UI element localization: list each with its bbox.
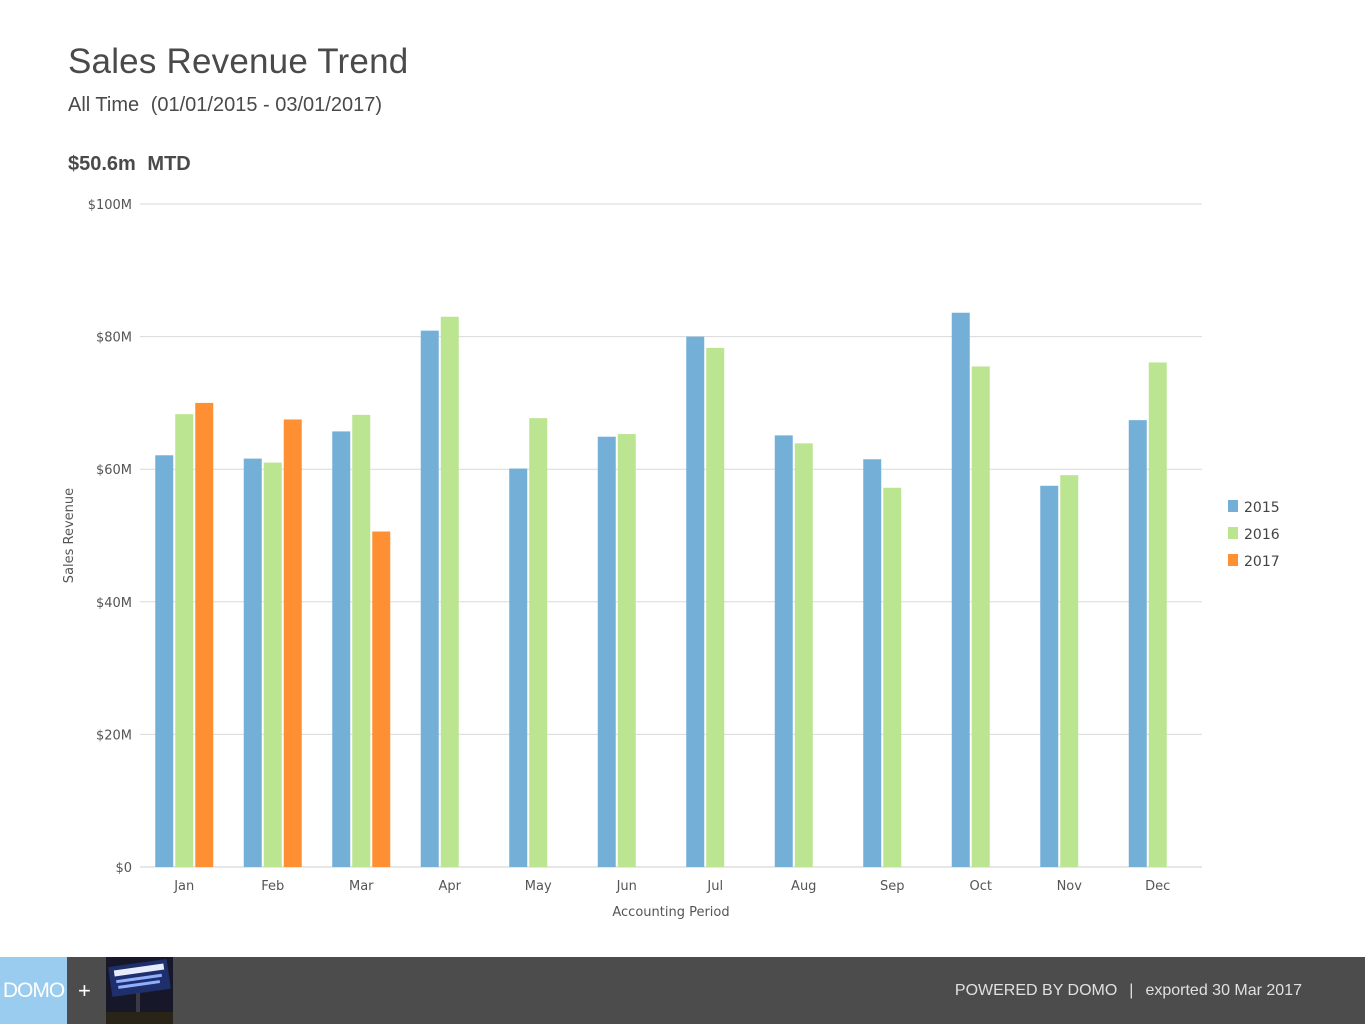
subtitle-period: All Time <box>68 94 140 116</box>
bar-apr-2016[interactable] <box>440 316 459 868</box>
legend-label: 2015 <box>1244 500 1280 516</box>
bar-nov-2016[interactable] <box>1060 475 1079 867</box>
tick-labels: $0 $20M $40M $60M $80M $100M Jan Feb Mar Apr May Ju… <box>88 198 1171 894</box>
summary-value: $50.6m <box>68 153 136 175</box>
bar-jan-2015[interactable] <box>155 455 174 867</box>
x-tick-label: Apr <box>439 879 462 894</box>
y-tick-label: $60M <box>96 463 132 478</box>
x-tick-label: Feb <box>261 879 284 894</box>
legend: 2015 2016 2017 <box>1228 500 1280 570</box>
x-tick-label: Nov <box>1057 879 1083 894</box>
domo-logo: DOMO <box>0 957 67 1024</box>
grid-lines <box>140 203 1202 868</box>
y-tick-label: $100M <box>88 198 132 213</box>
legend-swatch <box>1228 554 1238 566</box>
x-tick-label: Jul <box>706 879 723 894</box>
page-title: Sales Revenue Trend <box>68 42 409 81</box>
bar-jun-2015[interactable] <box>597 436 616 867</box>
page-subtitle: All Time (01/01/2015 - 03/01/2017) <box>68 94 382 117</box>
x-tick-label: Aug <box>791 879 816 894</box>
bar-oct-2015[interactable] <box>951 312 970 867</box>
bar-apr-2015[interactable] <box>420 330 439 867</box>
bar-mar-2015[interactable] <box>332 431 351 867</box>
bar-dec-2015[interactable] <box>1128 420 1147 867</box>
footer-credits: POWERED BY DOMO | exported 30 Mar 2017 <box>955 982 1302 1000</box>
export-date: exported 30 Mar 2017 <box>1145 982 1302 999</box>
legend-item-2017[interactable]: 2017 <box>1228 554 1280 570</box>
legend-item-2015[interactable]: 2015 <box>1228 500 1280 516</box>
bars <box>155 312 1167 868</box>
legend-label: 2016 <box>1244 527 1280 543</box>
company-logo <box>106 957 173 1024</box>
bar-mar-2016[interactable] <box>352 414 371 867</box>
plus-sign: + <box>78 978 91 1003</box>
bar-may-2015[interactable] <box>509 468 528 867</box>
footer-separator: | <box>1129 982 1134 999</box>
legend-swatch <box>1228 500 1238 512</box>
x-tick-label: May <box>525 879 552 894</box>
bar-oct-2016[interactable] <box>971 366 990 867</box>
x-axis-title: Accounting Period <box>612 905 729 920</box>
bar-aug-2015[interactable] <box>774 435 793 867</box>
y-axis-title: Sales Revenue <box>62 488 77 583</box>
summary-number: $50.6m MTD <box>68 153 191 176</box>
x-tick-label: Mar <box>349 879 374 894</box>
bar-may-2016[interactable] <box>529 418 548 867</box>
subtitle-date-range: (01/01/2015 - 03/01/2017) <box>150 94 382 116</box>
y-tick-label: $80M <box>96 331 132 346</box>
bar-dec-2016[interactable] <box>1148 362 1167 867</box>
bar-jul-2015[interactable] <box>686 336 705 868</box>
legend-swatch <box>1228 527 1238 539</box>
x-tick-label: Jan <box>173 879 194 894</box>
legend-item-2016[interactable]: 2016 <box>1228 527 1280 543</box>
bar-jan-2017[interactable] <box>195 402 214 867</box>
bar-aug-2016[interactable] <box>794 443 813 867</box>
summary-label: MTD <box>147 153 191 175</box>
x-tick-label: Sep <box>880 879 905 894</box>
x-tick-label: Jun <box>616 879 637 894</box>
x-tick-label: Oct <box>970 879 992 894</box>
y-tick-label: $40M <box>96 596 132 611</box>
bar-sep-2016[interactable] <box>883 487 902 867</box>
footer-bar: DOMO + POWERED BY DOMO | exported 30 Mar 2… <box>0 957 1365 1024</box>
bar-feb-2016[interactable] <box>263 462 282 867</box>
legend-label: 2017 <box>1244 554 1280 570</box>
bar-feb-2017[interactable] <box>283 419 302 867</box>
powered-by-text: POWERED BY DOMO <box>954 982 1118 999</box>
bar-mar-2017[interactable] <box>372 531 391 867</box>
y-tick-label: $20M <box>96 728 132 743</box>
sales-revenue-chart: $0 $20M $40M $60M $80M $100M Jan Feb Mar Apr May Ju… <box>62 198 1280 920</box>
bar-sep-2015[interactable] <box>863 459 882 867</box>
x-tick-label: Dec <box>1145 879 1170 894</box>
bar-feb-2015[interactable] <box>243 458 262 867</box>
bar-jul-2016[interactable] <box>706 347 725 868</box>
bar-nov-2015[interactable] <box>1040 485 1059 867</box>
y-tick-label: $0 <box>115 861 132 876</box>
bar-jan-2016[interactable] <box>175 414 194 867</box>
bar-jun-2016[interactable] <box>617 434 636 867</box>
